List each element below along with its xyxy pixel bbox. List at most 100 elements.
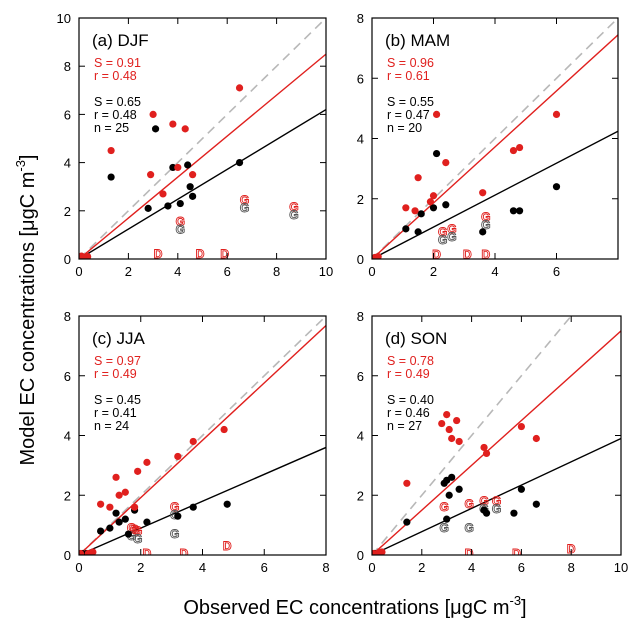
plot-area: GGGGGGGGDDD xyxy=(372,316,621,555)
point-black xyxy=(443,515,451,523)
point-black xyxy=(115,518,123,526)
point-black xyxy=(479,228,487,236)
point-red xyxy=(532,434,540,443)
marker-letter-red: D xyxy=(196,247,205,261)
marker-letter-red: G xyxy=(170,500,179,514)
point-red xyxy=(509,146,518,155)
y-axis-title: Model EC concentrations [μgC m-3] xyxy=(13,155,39,466)
point-black xyxy=(455,485,463,493)
point-black xyxy=(186,183,194,191)
x-tick-label: 6 xyxy=(518,560,525,575)
point-black xyxy=(235,159,244,167)
panel-title: (d) SON xyxy=(385,329,447,348)
marker-letter-red: D xyxy=(220,247,229,261)
point-red xyxy=(130,503,139,511)
stat-black: n = 20 xyxy=(387,121,422,135)
point-black xyxy=(552,183,561,191)
point-red xyxy=(445,425,453,434)
y-tick-label: 4 xyxy=(357,429,364,444)
stat-black: S = 0.55 xyxy=(387,95,434,109)
one-to-one-line xyxy=(79,18,326,259)
point-red xyxy=(79,549,85,555)
point-red xyxy=(189,437,197,446)
y-tick-label: 4 xyxy=(357,132,364,147)
point-red xyxy=(479,189,487,197)
stat-red: r = 0.48 xyxy=(94,69,137,83)
stat-red: S = 0.78 xyxy=(387,354,434,368)
marker-letter-black: G xyxy=(240,201,249,215)
y-tick-label: 8 xyxy=(357,11,364,26)
marker-letter-red: G xyxy=(133,524,142,538)
x-tick-label: 8 xyxy=(568,560,575,575)
panel-title: (c) JJA xyxy=(92,329,146,348)
point-red xyxy=(455,437,463,446)
y-tick-label: 0 xyxy=(357,548,364,563)
point-black xyxy=(124,530,132,538)
x-tick-label: 0 xyxy=(368,264,375,279)
x-tick-label: 6 xyxy=(553,264,560,279)
marker-letter-black: G xyxy=(438,233,447,247)
stat-black: r = 0.46 xyxy=(387,406,430,420)
fit-line-black xyxy=(79,446,326,555)
fit-line-red xyxy=(372,330,621,555)
x-axis-title: Observed EC concentrations [μgC m-3] xyxy=(183,593,526,619)
stat-red: S = 0.91 xyxy=(94,56,141,70)
stat-black: S = 0.65 xyxy=(94,95,141,109)
one-to-one-line xyxy=(372,18,618,259)
x-tick-label: 6 xyxy=(224,264,231,279)
stat-red: r = 0.49 xyxy=(94,367,137,381)
point-black xyxy=(189,192,197,200)
x-tick-label: 0 xyxy=(368,560,375,575)
point-black xyxy=(517,485,526,493)
y-tick-label: 8 xyxy=(357,309,364,324)
point-red xyxy=(79,252,86,259)
point-black xyxy=(107,173,115,181)
point-red xyxy=(189,171,197,179)
point-black xyxy=(121,515,129,523)
marker-letter-black: G xyxy=(176,223,185,237)
y-tick-label: 2 xyxy=(64,204,71,219)
y-tick-label: 8 xyxy=(64,309,71,324)
point-red xyxy=(411,207,419,215)
point-black xyxy=(169,163,177,172)
point-black xyxy=(414,228,422,236)
y-tick-label: 0 xyxy=(64,548,71,563)
point-red xyxy=(403,479,411,487)
point-black xyxy=(143,518,151,526)
point-black xyxy=(482,509,491,517)
point-red xyxy=(107,146,115,155)
marker-letter-black: G xyxy=(289,208,298,222)
point-red xyxy=(147,171,155,179)
y-tick-label: 0 xyxy=(64,252,71,267)
x-tick-label: 4 xyxy=(199,560,206,575)
marker-letter-black: G xyxy=(481,218,490,232)
point-red xyxy=(169,120,177,128)
point-black xyxy=(509,207,518,215)
stat-red: S = 0.97 xyxy=(94,354,141,368)
point-red xyxy=(174,452,182,461)
stat-black: n = 27 xyxy=(387,419,422,433)
point-black xyxy=(429,204,438,212)
point-black xyxy=(510,509,518,517)
point-red xyxy=(482,449,491,458)
fit-line-red xyxy=(372,34,618,259)
stat-black: n = 24 xyxy=(94,419,129,433)
point-red xyxy=(378,548,386,555)
panel-title: (a) DJF xyxy=(92,31,149,50)
marker-letter-red: G xyxy=(438,225,447,239)
y-axis-title-text: Model EC concentrations [μgC m xyxy=(17,172,39,466)
point-red xyxy=(89,548,97,555)
stat-black: r = 0.41 xyxy=(94,406,137,420)
marker-letter-red: D xyxy=(143,547,152,561)
point-red xyxy=(480,443,488,452)
point-black xyxy=(532,500,540,508)
one-to-one-line xyxy=(79,316,326,555)
point-black xyxy=(144,204,152,212)
y-tick-label: 8 xyxy=(64,59,71,74)
y-tick-label: 6 xyxy=(64,107,71,122)
marker-letter-black: G xyxy=(170,527,179,541)
x-tick-label: 2 xyxy=(137,560,144,575)
